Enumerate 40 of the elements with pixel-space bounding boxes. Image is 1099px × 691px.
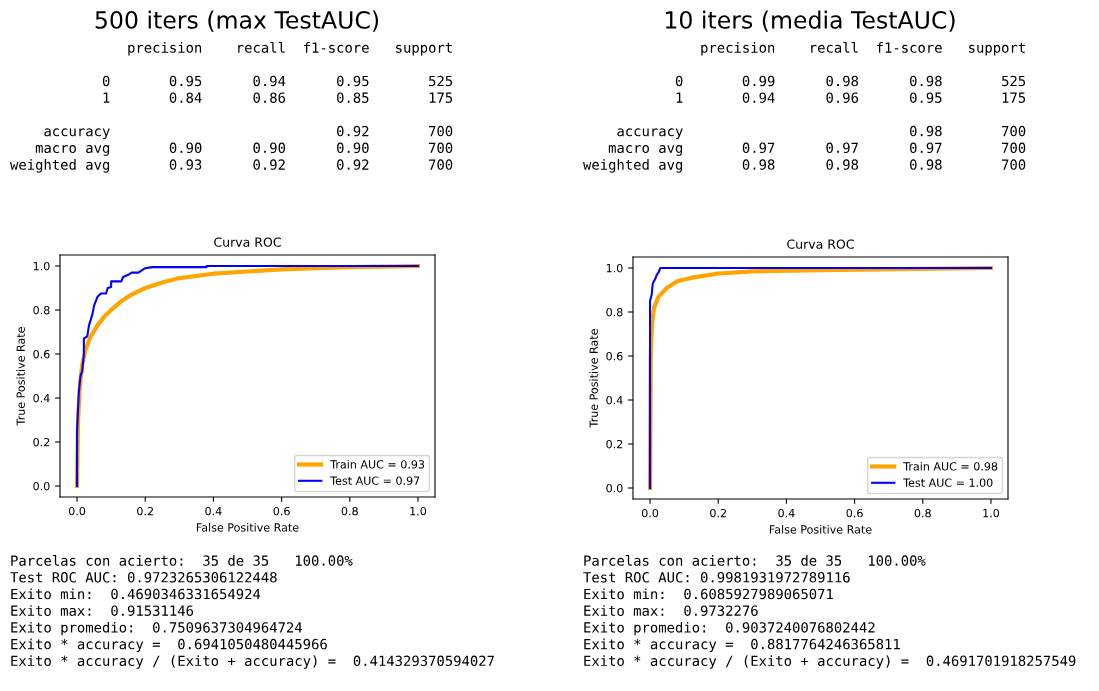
y-tick-label: 0.4 bbox=[33, 393, 50, 403]
x-tick-label: 0.6 bbox=[273, 506, 290, 516]
chart-title: Curva ROC bbox=[214, 237, 281, 247]
text: 500 iters (max TestAUC) bbox=[95, 10, 379, 32]
y-tick-label: 0.8 bbox=[606, 307, 623, 317]
y-tick-label: 0.0 bbox=[33, 481, 50, 491]
x-tick-label: 0.0 bbox=[68, 506, 86, 516]
y-tick-label: 0.6 bbox=[606, 351, 623, 361]
y-tick-label: 0.4 bbox=[606, 395, 623, 405]
text: 10 iters (media TestAUC) bbox=[665, 10, 955, 32]
x-tick-label: 0.2 bbox=[710, 508, 726, 518]
y-tick-label: 0.0 bbox=[606, 483, 623, 493]
text: precision recall f1-score support 0 0.99 0.98 0.98 525 1 0.94 0.96 0.95 175 accuracy 0.98 700 macro avg 0.97 0.97 0.97 700 weighted avg 0.98 0.98 0.98 700 bbox=[583, 42, 1026, 173]
x-tick-label: 0.4 bbox=[778, 508, 795, 518]
y-tick-label: 1.0 bbox=[33, 261, 50, 271]
chart-title: Curva ROC bbox=[787, 239, 854, 249]
y-tick-label: 0.6 bbox=[33, 349, 50, 359]
y-tick-label: 0.2 bbox=[606, 439, 623, 449]
x-tick-label: 0.8 bbox=[914, 508, 931, 518]
y-tick-label: 0.2 bbox=[33, 437, 50, 447]
y-tick-label: 1.0 bbox=[606, 263, 623, 273]
x-tick-label: 1.0 bbox=[983, 508, 1000, 518]
x-tick-label: 0.4 bbox=[205, 506, 222, 516]
y-axis-title: True Positive Rate bbox=[16, 327, 25, 426]
x-axis-title: False Positive Rate bbox=[769, 525, 872, 534]
legend-label: Test AUC = 1.00 bbox=[903, 478, 993, 487]
legend-label: Train AUC = 0.93 bbox=[330, 459, 425, 469]
y-axis-title: True Positive Rate bbox=[589, 329, 598, 428]
x-tick-label: 0.0 bbox=[641, 508, 659, 518]
text: precision recall f1-score support 0 0.95 0.94 0.95 525 1 0.84 0.86 0.85 175 accuracy 0.92 700 macro avg 0.90 0.90 0.90 700 weighted avg 0.93 0.92 0.92 700 bbox=[10, 42, 453, 173]
text: Parcelas con acierto: 35 de 35 100.00% Test ROC AUC: 0.9981931972789116 Exito min: 0.6085927989065071 Exito max: 0.9732276 Exito promedio: 0.9037240076802442 Exito * accuracy = 0.8817764246365811 Exito * accuracy / (Exito + accuracy) = 0.4691701918257549 bbox=[583, 555, 1076, 669]
x-tick-label: 0.6 bbox=[846, 508, 863, 518]
x-axis-title: False Positive Rate bbox=[196, 523, 299, 532]
legend-label: Test AUC = 0.97 bbox=[330, 476, 420, 485]
y-tick-label: 0.8 bbox=[33, 305, 50, 315]
x-tick-label: 1.0 bbox=[410, 506, 427, 516]
legend-label: Train AUC = 0.98 bbox=[903, 461, 998, 471]
text: Parcelas con acierto: 35 de 35 100.00% Test ROC AUC: 0.9723265306122448 Exito min: 0.4690346331654924 Exito max: 0.91531146 Exito promedio: 0.7509637304964724 Exito * accuracy = 0.6941050480445966 Exito * accuracy / (Exito + accuracy) = 0.414329370594027 bbox=[10, 555, 494, 669]
x-tick-label: 0.8 bbox=[341, 506, 358, 516]
x-tick-label: 0.2 bbox=[137, 506, 153, 516]
